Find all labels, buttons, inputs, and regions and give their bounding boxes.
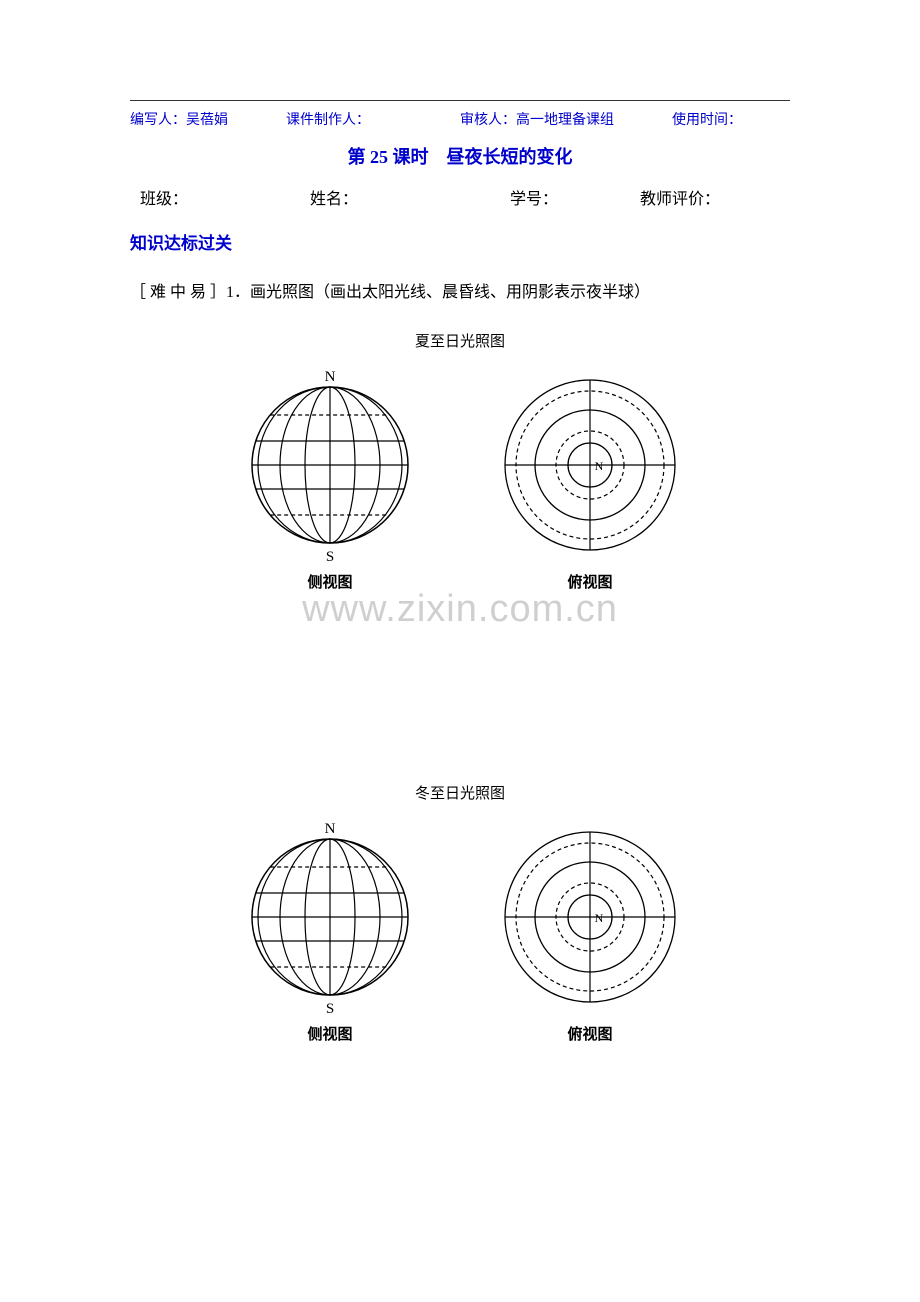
info-row: 班级： 姓名： 学号： 教师评价： bbox=[130, 185, 790, 209]
teacher-label: 教师评价： bbox=[640, 185, 720, 209]
maker-label: 课件制作人： bbox=[286, 109, 370, 129]
svg-text:S: S bbox=[326, 1001, 334, 1017]
globe-top-view-2: N bbox=[490, 807, 690, 1017]
reviewer-label: 审核人：高一地理备课组 bbox=[460, 109, 614, 129]
figure2-title: 冬至日光照图 bbox=[130, 782, 790, 803]
author-label: 编写人：吴蓓娟 bbox=[130, 109, 228, 129]
usage-label: 使用时间： bbox=[672, 109, 742, 129]
figure2-row: NS N bbox=[130, 807, 790, 1017]
class-label: 班级： bbox=[140, 185, 310, 209]
meta-row: 编写人：吴蓓娟 课件制作人： 审核人：高一地理备课组 使用时间： bbox=[130, 109, 790, 129]
question-text: ［ 难 中 易 ］1．画光照图（画出太阳光线、晨昏线、用阴影表示夜半球） bbox=[130, 274, 790, 312]
globe-side-view-2: NS bbox=[230, 807, 430, 1017]
svg-text:N: N bbox=[595, 459, 604, 473]
svg-text:N: N bbox=[325, 821, 336, 837]
figure1-left-caption: 侧视图 bbox=[230, 571, 430, 592]
svg-text:N: N bbox=[325, 369, 336, 385]
svg-text:N: N bbox=[595, 911, 604, 925]
svg-text:S: S bbox=[326, 549, 334, 565]
sid-label: 学号： bbox=[510, 185, 640, 209]
figure2-left-caption: 侧视图 bbox=[230, 1023, 430, 1044]
figure1-right-caption: 俯视图 bbox=[490, 571, 690, 592]
figure2-captions: 侧视图 俯视图 bbox=[130, 1023, 790, 1044]
figure2-right-caption: 俯视图 bbox=[490, 1023, 690, 1044]
horizontal-rule bbox=[130, 100, 790, 101]
figure1-title: 夏至日光照图 bbox=[130, 330, 790, 351]
figure1-captions: 侧视图 俯视图 bbox=[130, 571, 790, 592]
globe-top-view-1: N bbox=[490, 355, 690, 565]
globe-side-view-1: NS bbox=[230, 355, 430, 565]
section-heading: 知识达标过关 bbox=[130, 229, 790, 254]
figure1-row: NS N bbox=[130, 355, 790, 565]
name-label: 姓名： bbox=[310, 185, 510, 209]
page-title: 第 25 课时 昼夜长短的变化 bbox=[130, 143, 790, 169]
